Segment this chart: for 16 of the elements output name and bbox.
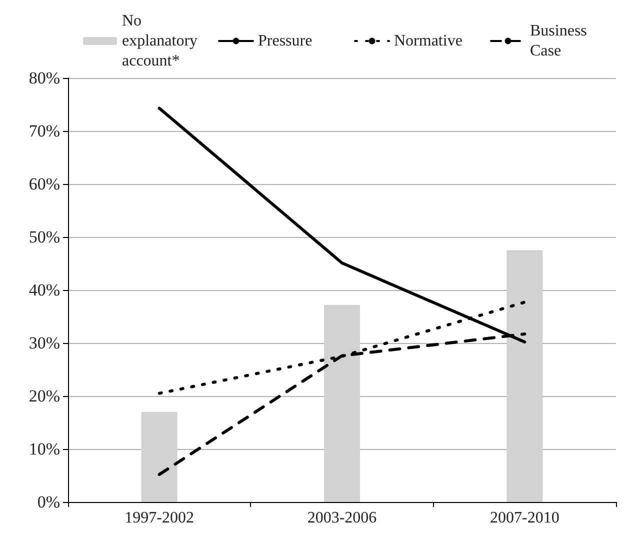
legend-label: Business Case [530, 22, 591, 60]
legend-label: Normative [394, 32, 462, 50]
y-tick-label: 60% [28, 174, 60, 194]
legend-label: Pressure [258, 32, 312, 50]
y-tick-label: 50% [28, 228, 60, 246]
y-tick-label: 40% [28, 280, 60, 300]
y-tick-label: 70% [28, 122, 60, 140]
y-tick-label: 10% [28, 440, 60, 458]
y-tick-label: 30% [28, 334, 60, 352]
x-tick-label: 2007-2010 [490, 510, 560, 526]
y-tick-label: 20% [28, 386, 60, 406]
y-tick-label: 0% [37, 492, 60, 512]
legend-label: No explanatory account* [122, 12, 202, 70]
x-tick-label: 1997-2002 [124, 510, 194, 526]
x-tick-label: 2003-2006 [307, 510, 377, 526]
y-tick-label: 80% [28, 68, 60, 88]
